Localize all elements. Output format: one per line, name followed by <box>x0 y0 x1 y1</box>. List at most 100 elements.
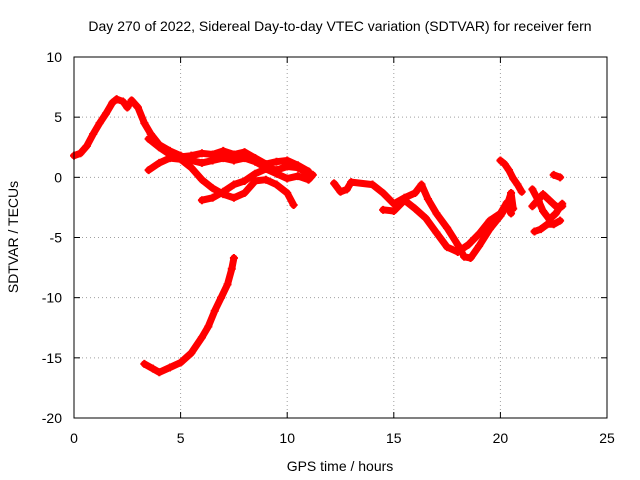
data-point <box>176 155 185 164</box>
x-tick-label: 10 <box>279 430 295 446</box>
data-point <box>197 149 206 158</box>
y-tick-label: -5 <box>50 230 63 246</box>
data-point <box>432 209 441 218</box>
x-tick-label: 20 <box>493 430 509 446</box>
series-tail-trace <box>549 170 565 182</box>
data-point <box>556 216 565 225</box>
data-point <box>551 209 560 218</box>
data-point <box>187 349 196 358</box>
series-right-trace-3 <box>530 216 565 236</box>
data-point <box>539 207 548 216</box>
chart-title: Day 270 of 2022, Sidereal Day-to-day VTE… <box>88 18 591 34</box>
data-point <box>127 96 136 105</box>
grid-layer <box>74 57 607 418</box>
data-point <box>140 119 149 128</box>
data-point <box>176 358 185 367</box>
data-point <box>534 194 543 203</box>
data-point <box>509 174 518 183</box>
data-point <box>283 156 292 165</box>
x-axis-label: GPS time / hours <box>287 458 394 474</box>
data-point <box>140 359 149 368</box>
data-point <box>528 185 537 194</box>
data-point <box>466 253 475 262</box>
data-point <box>197 196 206 205</box>
data-point <box>536 225 545 234</box>
x-tick-label: 0 <box>70 430 78 446</box>
data-point <box>389 207 398 216</box>
y-tick-label: -10 <box>42 290 62 306</box>
data-point <box>208 193 217 202</box>
data-point <box>293 161 302 170</box>
y-tick-label: 0 <box>54 169 62 185</box>
data-point <box>261 175 270 184</box>
series-line <box>330 178 517 262</box>
data-point <box>496 156 505 165</box>
data-point <box>217 293 226 302</box>
data-point <box>261 164 270 173</box>
data-point <box>165 154 174 163</box>
data-point <box>545 196 554 205</box>
data-point <box>208 150 217 159</box>
data-point <box>283 188 292 197</box>
data-point <box>411 188 420 197</box>
data-point <box>513 180 522 189</box>
data-point <box>197 175 206 184</box>
data-point <box>82 142 91 151</box>
data-point <box>507 188 516 197</box>
data-point <box>423 194 432 203</box>
data-point <box>219 154 228 163</box>
data-point <box>204 322 213 331</box>
data-point <box>229 150 238 159</box>
y-tick-label: 10 <box>46 49 62 65</box>
series-low-segment <box>197 164 317 205</box>
data-point <box>379 205 388 214</box>
series-lower-left-trace <box>140 253 238 377</box>
x-tick-label: 25 <box>599 430 615 446</box>
data-point <box>549 170 558 179</box>
data-point <box>144 166 153 175</box>
data-point <box>368 180 377 189</box>
data-point <box>293 172 302 181</box>
x-tick-label: 5 <box>177 430 185 446</box>
data-point <box>432 228 441 237</box>
data-point <box>411 204 420 213</box>
data-point <box>251 176 260 185</box>
y-axis-label: SDTVAR / TECUs <box>5 181 21 293</box>
data-point <box>123 103 132 112</box>
data-point <box>208 184 217 193</box>
data-point <box>155 143 164 152</box>
data-point <box>101 109 110 118</box>
data-point <box>89 130 98 139</box>
data-point <box>223 280 232 289</box>
data-point <box>453 247 462 256</box>
data-point <box>379 188 388 197</box>
data-point <box>475 229 484 238</box>
series-spike-trace <box>496 156 526 196</box>
data-point <box>155 158 164 167</box>
data-point <box>119 97 128 106</box>
data-point <box>227 264 236 273</box>
data-point <box>76 149 85 158</box>
data-point <box>528 202 537 211</box>
data-point <box>556 173 565 182</box>
data-point <box>187 163 196 172</box>
x-tick-label: 15 <box>386 430 402 446</box>
series-line <box>379 196 515 256</box>
data-point <box>330 179 339 188</box>
series-evening-trace-2 <box>379 196 516 256</box>
data-point <box>112 95 121 104</box>
data-point <box>549 220 558 229</box>
data-point <box>336 187 345 196</box>
data-point <box>530 227 539 236</box>
data-point <box>342 185 351 194</box>
data-point <box>517 187 526 196</box>
data-layer <box>70 95 567 377</box>
data-point <box>148 364 157 373</box>
data-point <box>197 333 206 342</box>
data-point <box>308 170 317 179</box>
data-point <box>539 190 548 199</box>
data-point <box>272 180 281 189</box>
data-point <box>187 151 196 160</box>
data-point <box>210 306 219 315</box>
